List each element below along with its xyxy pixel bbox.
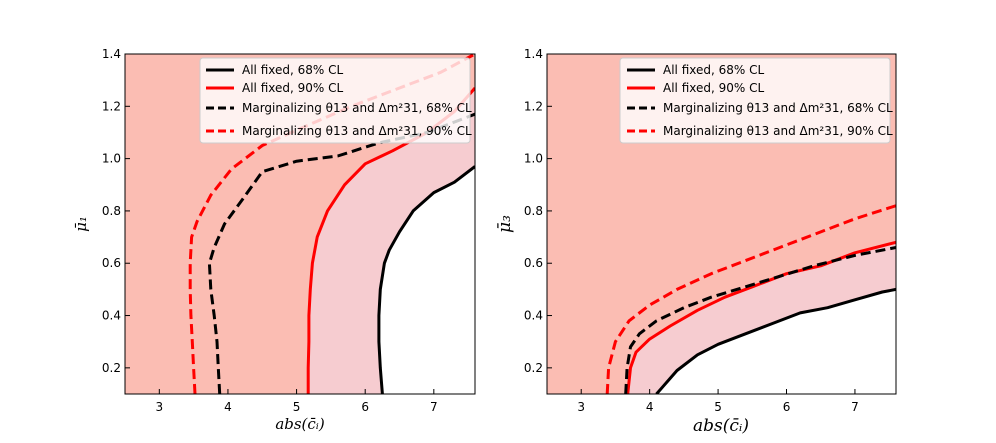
right-legend-label-90-fixed: All fixed, 90% CL xyxy=(663,81,764,95)
left-line-68-fixed xyxy=(377,165,475,394)
right-legend-box xyxy=(619,57,891,144)
left-y-tick-label: 1.4 xyxy=(102,47,121,61)
right-line-90-marginalized xyxy=(605,204,896,394)
left-legend: All fixed, 68% CL All fixed, 90% CL Marg… xyxy=(199,57,472,144)
left-plot-frame xyxy=(124,53,476,395)
left-legend-label-68-fixed: All fixed, 68% CL xyxy=(242,63,343,77)
left-y-tick-label: 0.8 xyxy=(102,204,121,218)
left-legend-label-68-marg: Marginalizing θ13 and Δm²31, 68% CL xyxy=(242,101,472,115)
right-plot-frame xyxy=(546,53,897,395)
right-y-tick-label: 0.6 xyxy=(524,256,543,270)
right-legend-label-68-marg: Marginalizing θ13 and Δm²31, 68% CL xyxy=(663,101,893,115)
right-y-tick-label: 0.2 xyxy=(524,361,543,375)
left-legend-label-90-marg: Marginalizing θ13 and Δm²31, 90% CL xyxy=(242,124,472,138)
right-x-tick-label: 3 xyxy=(577,400,585,414)
right-legend-label-68-fixed: All fixed, 68% CL xyxy=(663,63,764,77)
right-legend: All fixed, 68% CL All fixed, 90% CL Marg… xyxy=(619,57,893,144)
right-y-tick-label: 1.2 xyxy=(524,99,543,113)
right-legend-label-90-marg: Marginalizing θ13 and Δm²31, 90% CL xyxy=(663,124,893,138)
left-x-tick-label: 5 xyxy=(293,400,301,414)
left-y-tick-label: 0.4 xyxy=(102,309,121,323)
right-x-tick-label: 4 xyxy=(646,400,654,414)
left-y-axis-label: μ̄₁ xyxy=(72,216,90,232)
right-y-tick-label: 1.0 xyxy=(524,152,543,166)
left-legend-box xyxy=(199,57,471,144)
right-y-tick-label: 1.4 xyxy=(524,47,543,61)
right-y-axis-label: μ̄₃ xyxy=(495,215,515,233)
left-legend-label-90-fixed: All fixed, 90% CL xyxy=(242,81,343,95)
right-line-68-fixed xyxy=(655,287,896,394)
left-line-68-marginalized xyxy=(207,112,475,394)
left-y-tick-label: 0.6 xyxy=(102,256,121,270)
right-x-axis-label: abs(c̄ᵢ) xyxy=(693,416,749,436)
left-y-tick-label: 1.2 xyxy=(102,99,121,113)
right-panel: 3 4 5 6 70.20.40.60.81.01.21.4 abs(c̄ᵢ) μ̄₃ … xyxy=(495,47,897,436)
left-x-tick-label: 6 xyxy=(361,400,369,414)
left-x-tick-label: 3 xyxy=(155,400,163,414)
right-x-tick-label: 7 xyxy=(851,400,859,414)
right-y-tick-label: 0.4 xyxy=(524,309,543,323)
left-x-tick-label: 4 xyxy=(224,400,232,414)
left-x-axis-label: abs(c̄ᵢ) xyxy=(275,415,325,433)
right-x-tick-label: 6 xyxy=(783,400,791,414)
allowed-region-fill xyxy=(378,166,475,394)
allowed-region-fill xyxy=(656,289,896,394)
right-x-tick-label: 5 xyxy=(714,400,722,414)
left-panel: 3 4 5 6 70.20.40.60.81.01.21.4 abs(c̄ᵢ) μ̄₁ … xyxy=(72,47,476,433)
left-y-tick-label: 1.0 xyxy=(102,152,121,166)
right-y-tick-label: 0.8 xyxy=(524,204,543,218)
right-line-68-marginalized xyxy=(624,246,896,394)
left-x-tick-label: 7 xyxy=(430,400,438,414)
left-y-tick-label: 0.2 xyxy=(102,361,121,375)
